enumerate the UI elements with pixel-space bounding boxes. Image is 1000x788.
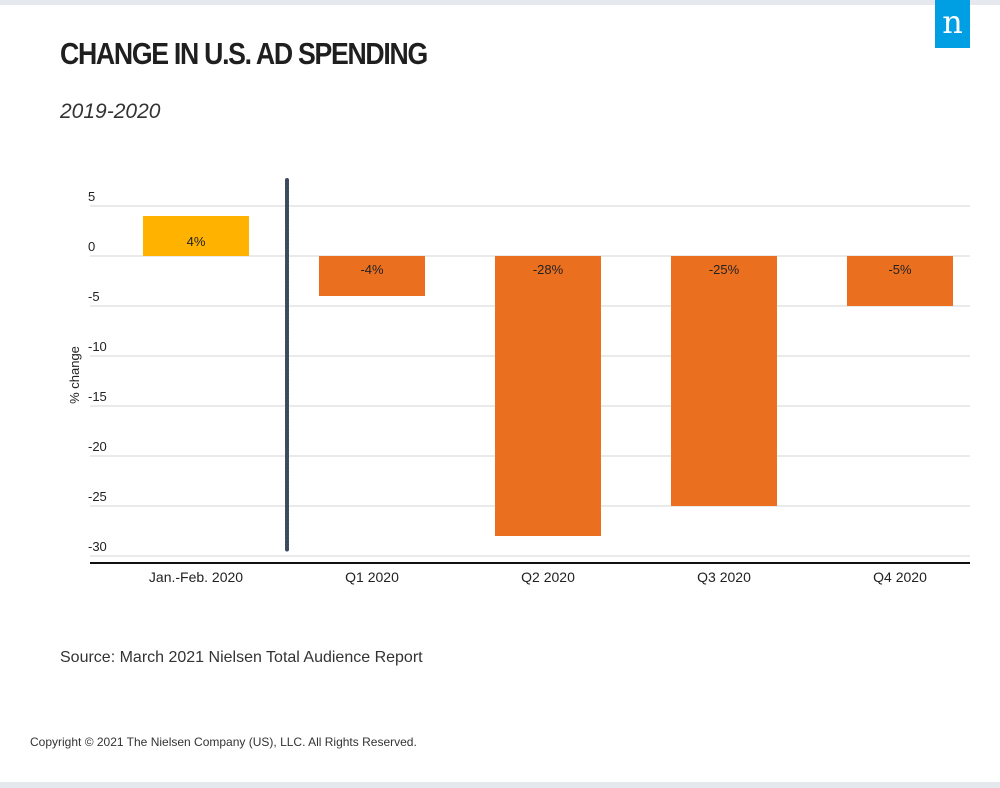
y-tick-label: -20 [88, 439, 107, 454]
y-axis-label: % change [67, 346, 82, 404]
y-tick-label: -5 [88, 289, 100, 304]
y-tick-labels: 5 0 -5 -10 -15 -20 -25 -30 [88, 189, 107, 554]
top-band [0, 0, 1000, 5]
y-tick-label: -30 [88, 539, 107, 554]
x-tick-label: Q2 2020 [521, 569, 575, 585]
y-tick-label: 5 [88, 189, 95, 204]
x-tick-labels: Jan.-Feb. 2020 Q1 2020 Q2 2020 Q3 2020 Q4 20… [149, 569, 927, 585]
bottom-band [0, 782, 1000, 788]
bar-2 [495, 256, 601, 536]
data-label: -4% [360, 262, 384, 277]
copyright-note: Copyright © 2021 The Nielsen Company (US… [30, 735, 417, 749]
x-tick-label: Q4 2020 [873, 569, 927, 585]
bar-1 [319, 256, 425, 296]
data-label: -25% [709, 262, 740, 277]
bar-chart: 5 0 -5 -10 -15 -20 -25 -30 % change 4% -4% -28% -2… [67, 178, 970, 585]
y-tick-label: -25 [88, 489, 107, 504]
chart-title: CHANGE IN U.S. AD SPENDING [60, 36, 428, 71]
y-tick-label: -15 [88, 389, 107, 404]
source-note: Source: March 2021 Nielsen Total Audienc… [60, 649, 423, 666]
bar-3 [671, 256, 777, 506]
nielsen-logo-icon: n [935, 0, 970, 48]
data-label: -5% [888, 262, 912, 277]
y-tick-label: -10 [88, 339, 107, 354]
data-label: 4% [187, 234, 206, 249]
x-tick-label: Q1 2020 [345, 569, 399, 585]
chart-subtitle: 2019-2020 [60, 100, 161, 123]
bars: 4% -4% -28% -25% -5% [143, 216, 953, 536]
y-tick-label: 0 [88, 239, 95, 254]
x-tick-label: Q3 2020 [697, 569, 751, 585]
x-tick-label: Jan.-Feb. 2020 [149, 569, 243, 585]
bar-0 [143, 216, 249, 256]
bar-4 [847, 256, 953, 306]
data-label: -28% [533, 262, 564, 277]
